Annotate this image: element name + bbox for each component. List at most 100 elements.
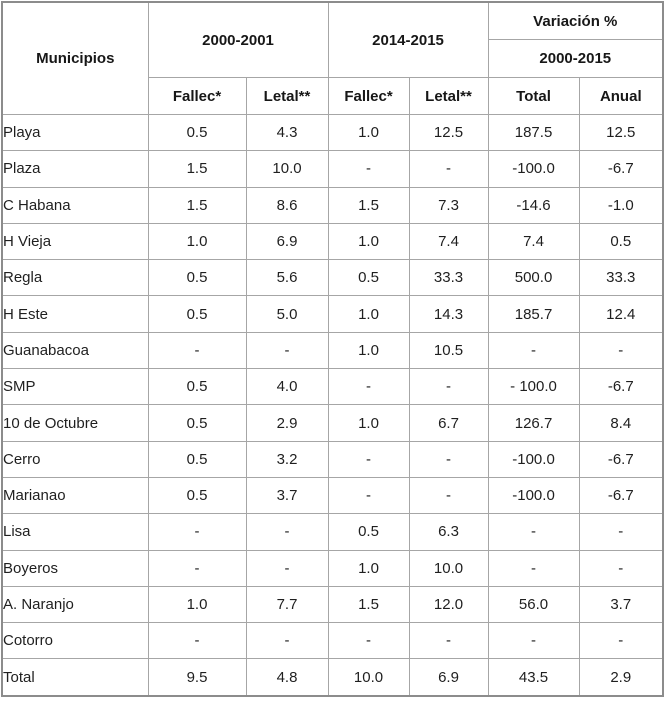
municipio-name: H Este	[1, 295, 149, 333]
cell-value: -	[487, 513, 580, 551]
cell-value: 2.9	[245, 404, 329, 442]
cell-value: 1.5	[147, 150, 247, 188]
cell-value: 3.7	[245, 476, 329, 515]
header-period-2000-2001: 2000-2001	[147, 1, 329, 78]
cell-value: -	[408, 622, 489, 660]
cell-value: 6.7	[408, 404, 489, 442]
cell-value: -	[147, 549, 247, 587]
cell-value: -	[147, 513, 247, 551]
cell-value: -14.6	[487, 186, 580, 224]
table-row: Guanabacoa - - 1.0 10.5 - -	[1, 331, 664, 370]
cell-value: 0.5	[147, 368, 247, 406]
cell-value: 4.0	[245, 368, 329, 406]
cell-value: 10.0	[327, 658, 410, 697]
cell-value: -	[327, 150, 410, 188]
cell-value: 1.0	[327, 404, 410, 442]
header-variacion-period: 2000-2015	[487, 39, 664, 78]
cell-value: -	[408, 368, 489, 406]
cell-value: -100.0	[487, 476, 580, 515]
municipio-name: C Habana	[1, 186, 149, 224]
cell-value: 4.8	[245, 658, 329, 697]
cell-value: 12.4	[578, 295, 664, 333]
cell-value: 10.5	[408, 331, 489, 370]
municipio-name: Cotorro	[1, 622, 149, 660]
cell-value: -	[245, 622, 329, 660]
header-row-variacion-period: 2000-2015	[2, 39, 664, 78]
header-municipios: Municipios	[1, 1, 149, 115]
cell-value: 14.3	[408, 295, 489, 333]
cell-value: 1.0	[327, 222, 410, 261]
cell-value: 9.5	[147, 658, 247, 697]
cell-value: 0.5	[327, 513, 410, 551]
cell-value: 6.9	[408, 658, 489, 697]
municipio-name: Regla	[1, 259, 149, 297]
cell-value: -	[487, 331, 580, 370]
cell-value: -	[578, 513, 664, 551]
cell-value: 1.5	[327, 186, 410, 224]
cell-value: 1.0	[147, 585, 247, 624]
cell-value: 33.3	[578, 259, 664, 297]
cell-value: 5.6	[245, 259, 329, 297]
cell-value: -	[147, 331, 247, 370]
cell-value: 1.0	[327, 295, 410, 333]
cell-value: 7.3	[408, 186, 489, 224]
cell-value: 12.0	[408, 585, 489, 624]
cell-value: 0.5	[147, 295, 247, 333]
table-header: Municipios 2000-2001 2014-2015 Variación…	[1, 1, 664, 115]
header-anual: Anual	[578, 77, 664, 115]
municipio-name: 10 de Octubre	[1, 404, 149, 442]
municipio-name: A. Naranjo	[1, 585, 149, 624]
cell-value: 1.0	[147, 222, 247, 261]
cell-value: -	[245, 549, 329, 587]
header-period-2014-2015: 2014-2015	[327, 1, 489, 78]
cell-value: 0.5	[147, 440, 247, 478]
cell-value: -	[487, 549, 580, 587]
cell-value: -	[408, 476, 489, 515]
municipio-name: Boyeros	[1, 549, 149, 587]
table-row: Boyeros - - 1.0 10.0 - -	[1, 549, 664, 587]
cell-value: 7.4	[408, 222, 489, 261]
cell-value: 0.5	[578, 222, 664, 261]
cell-value: 0.5	[147, 259, 247, 297]
cell-value: 0.5	[147, 113, 247, 152]
header-fallec-2014: Fallec*	[327, 77, 410, 115]
cell-value: 1.5	[147, 186, 247, 224]
cell-value: 0.5	[147, 476, 247, 515]
header-total: Total	[487, 77, 580, 115]
cell-value: -100.0	[487, 440, 580, 478]
header-letal-2000: Letal**	[245, 77, 329, 115]
cell-value: 1.0	[327, 549, 410, 587]
cell-value: 1.0	[327, 331, 410, 370]
cell-value: 6.3	[408, 513, 489, 551]
cell-value: 8.6	[245, 186, 329, 224]
header-fallec-2000: Fallec*	[147, 77, 247, 115]
cell-value: 185.7	[487, 295, 580, 333]
cell-value: 8.4	[578, 404, 664, 442]
cell-value: 187.5	[487, 113, 580, 152]
table-row: C Habana 1.5 8.6 1.5 7.3 -14.6 -1.0	[1, 186, 664, 224]
municipio-name: Plaza	[1, 150, 149, 188]
table-row: A. Naranjo 1.0 7.7 1.5 12.0 56.0 3.7	[1, 585, 664, 624]
table-body: Playa 0.5 4.3 1.0 12.5 187.5 12.5 Plaza …	[1, 113, 664, 697]
table-row: H Vieja 1.0 6.9 1.0 7.4 7.4 0.5	[1, 222, 664, 261]
municipio-name: Lisa	[1, 513, 149, 551]
cell-value: 126.7	[487, 404, 580, 442]
cell-value: 56.0	[487, 585, 580, 624]
cell-value: -	[327, 622, 410, 660]
cell-value: - 100.0	[487, 368, 580, 406]
cell-value: 5.0	[245, 295, 329, 333]
cell-value: -	[245, 513, 329, 551]
cell-value: -	[578, 622, 664, 660]
table-row: Cotorro - - - - - -	[1, 622, 664, 660]
cell-value: 6.9	[245, 222, 329, 261]
cell-value: -1.0	[578, 186, 664, 224]
cell-value: 500.0	[487, 259, 580, 297]
municipio-name: H Vieja	[1, 222, 149, 261]
cell-value: 1.0	[327, 113, 410, 152]
cell-value: -	[578, 331, 664, 370]
table-row: H Este 0.5 5.0 1.0 14.3 185.7 12.4	[1, 295, 664, 333]
cell-value: -	[327, 368, 410, 406]
municipio-name: Guanabacoa	[1, 331, 149, 370]
header-row-subcolumns: Fallec* Letal** Fallec* Letal** Total An…	[2, 77, 664, 115]
